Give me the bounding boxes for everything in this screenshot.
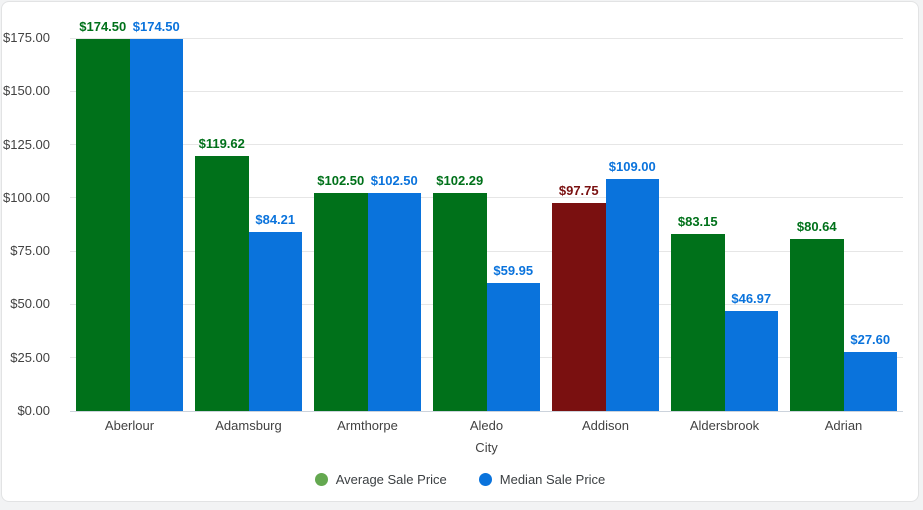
y-tick-label: $0.00 [17,403,50,418]
y-tick-label: $125.00 [3,136,50,152]
bar-series-0[interactable] [195,156,249,411]
legend-label: Average Sale Price [335,472,447,487]
y-tick-label: $150.00 [3,83,50,99]
legend-swatch-icon [314,473,328,486]
bar-value-label: $59.95 [493,263,534,279]
legend-item[interactable]: Median Sale Price [478,472,606,487]
bar-group-adrian: $80.64 $27.60 [790,38,897,411]
chart-card: $174.50 $174.50 $119.62 $84.21 $102.50 $102.5… [1,1,919,502]
bar-value-label: $109.00 [608,158,656,174]
gridline [70,144,903,146]
gridline [70,90,903,92]
bar-value-label: $174.50 [132,19,180,35]
bar-series-0[interactable] [671,233,725,411]
legend-swatch-icon [478,473,492,486]
bar-group-aberlour: $174.50 $174.50 [76,19,183,411]
bar-series-1[interactable] [843,352,897,411]
bar-series-1[interactable] [129,39,183,411]
bar-value-label: $97.75 [558,182,599,198]
bar-group-addison: $97.75 $109.00 [552,38,659,411]
bar-group-armthorpe: $102.50 $102.50 [314,38,421,411]
bar-series-1[interactable] [367,192,421,411]
bar-value-label: $119.62 [198,136,245,152]
bar-value-label: $174.50 [79,19,127,35]
bar-value-label: $84.21 [255,211,296,227]
x-tick-label: Aberlour [104,418,155,433]
gridline [70,410,903,412]
bar-series-0[interactable] [552,202,606,411]
x-tick-label: Armthorpe [337,418,398,433]
gridline [70,37,903,39]
bar-value-label: $83.15 [677,213,718,229]
bar-series-0[interactable] [76,39,130,411]
plot-area: $174.50 $174.50 $119.62 $84.21 $102.50 $102.5… [70,19,903,412]
bar-value-label: $46.97 [731,290,772,306]
legend-label: Median Sale Price [499,472,606,487]
bar-value-label: $102.29 [436,172,484,188]
x-axis-title: City [475,440,498,455]
bar-series-0[interactable] [433,192,487,411]
bar-series-1[interactable] [724,310,778,411]
bar-series-1[interactable] [605,178,659,411]
legend-item[interactable]: Average Sale Price [314,472,447,487]
legend: Average Sale Price Median Sale Price [2,472,918,487]
bar-group-aldersbrook: $83.15 $46.97 [671,38,778,411]
bar-value-label: $102.50 [317,172,365,188]
bar-series-1[interactable] [248,231,302,411]
x-tick-label: Adamsburg [215,418,282,433]
y-tick-label: $50.00 [10,296,50,312]
bar-series-1[interactable] [486,283,540,411]
y-tick-label: $100.00 [3,189,50,205]
bar-group-aledo: $102.29 $59.95 [433,38,540,411]
x-tick-label: Aledo [469,418,504,433]
bar-value-label: $102.50 [370,172,418,188]
bar-value-label: $27.60 [850,332,891,348]
bar-series-0[interactable] [314,192,368,411]
gridline [70,197,903,199]
bar-series-0[interactable] [790,239,844,411]
x-tick-label: Addison [582,418,629,433]
y-tick-label: $75.00 [10,243,50,259]
y-tick-label: $175.00 [3,30,50,45]
gridline [70,250,903,252]
x-tick-label: Aldersbrook [689,418,760,433]
y-tick-label: $25.00 [10,349,50,365]
bar-value-label: $80.64 [796,219,837,235]
bar-group-adamsburg: $119.62 $84.21 [195,38,302,411]
x-tick-label: Adrian [824,418,863,433]
